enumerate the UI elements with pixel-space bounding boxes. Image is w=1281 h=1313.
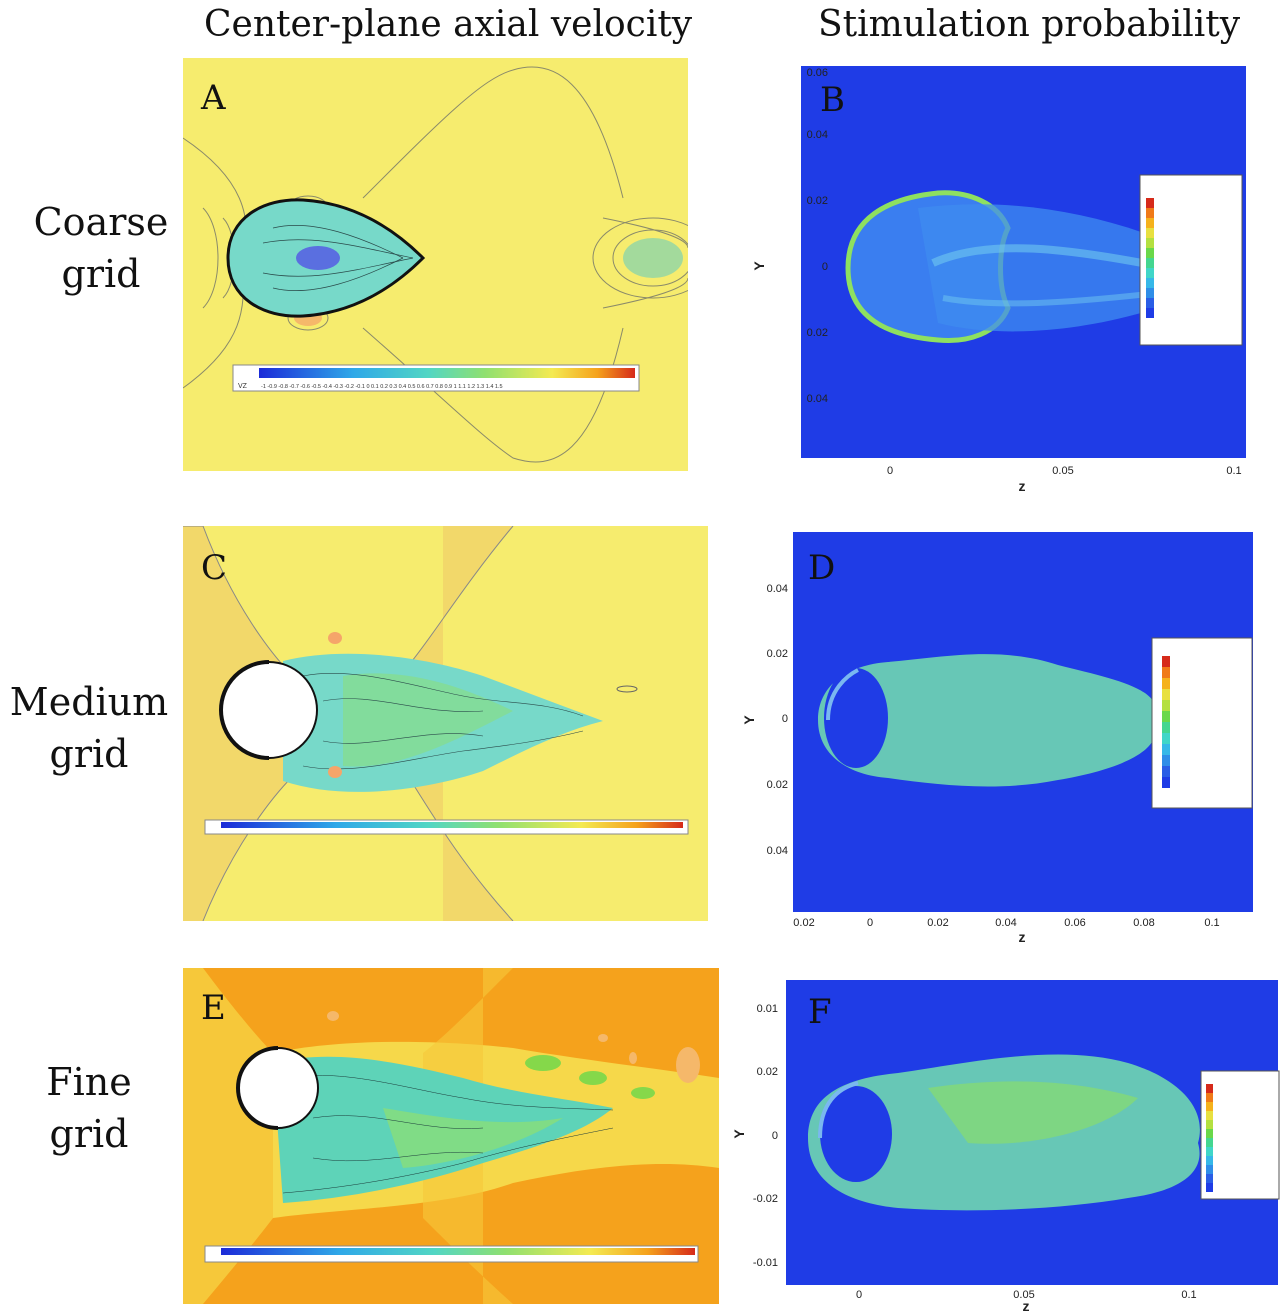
d-xtick-3: 0.04	[995, 917, 1016, 929]
d-ytick-3: 0.02	[767, 779, 788, 791]
d-ytick-1: 0.02	[767, 648, 788, 660]
row-label-coarse-line2: grid	[61, 252, 141, 296]
panel-e-velocity-fine: E	[183, 968, 719, 1304]
f-ytick-3: -0.02	[753, 1193, 778, 1205]
d-ytick-0: 0.04	[767, 583, 788, 595]
f-ytick-2: 0	[772, 1130, 778, 1142]
f-xtick-1: 0.05	[1013, 1289, 1034, 1301]
f-xtick-0: 0	[856, 1289, 862, 1301]
b-ytick-4: 0.02	[807, 327, 828, 339]
d-xtick-5: 0.08	[1133, 917, 1154, 929]
b-ytick-1: 0.04	[807, 129, 828, 141]
f-ytick-1: 0.02	[757, 1066, 778, 1078]
d-ylabel: Y	[741, 715, 757, 725]
panel-letter-d: D	[808, 548, 836, 588]
b-ytick-3: 0	[822, 261, 828, 273]
b-ytick-5: 0.04	[807, 393, 828, 405]
row-label-coarse-line1: Coarse	[33, 200, 169, 244]
row-label-medium-line2: grid	[49, 732, 129, 776]
panel-letter-e: E	[201, 988, 226, 1028]
b-ytick-2: 0.02	[807, 195, 828, 207]
d-xlabel: z	[1019, 929, 1026, 945]
row-label-fine: Fine grid	[4, 1056, 174, 1160]
velocity-column-title: Center-plane axial velocity	[204, 4, 693, 45]
b-xtick-0: 0	[887, 465, 893, 477]
row-label-medium-line1: Medium	[9, 680, 169, 724]
probability-column-title: Stimulation probability	[818, 4, 1241, 45]
d-xtick-4: 0.06	[1064, 917, 1085, 929]
colorbar-ticks: -1 -0.9 -0.8 -0.7 -0.6 -0.5 -0.4 -0.3 -0…	[261, 384, 503, 390]
panel-d-probability-medium: 0.04 0.02 0 0.02 0.04 0.02 0 0.02 0.04 0…	[738, 530, 1258, 950]
panel-letter-f: F	[808, 992, 832, 1032]
panel-letter-a: A	[201, 78, 226, 118]
f-ylabel: Y	[731, 1129, 747, 1139]
panel-letter-c: C	[201, 548, 228, 588]
f-ytick-4: -0.01	[753, 1257, 778, 1269]
b-ytick-0: 0.06	[807, 67, 828, 79]
row-label-fine-line2: grid	[49, 1112, 129, 1156]
f-ytick-0: 0.01	[757, 1003, 778, 1015]
d-xtick-2: 0.02	[927, 917, 948, 929]
b-xlabel: z	[1019, 478, 1026, 494]
f-xlabel: z	[1023, 1298, 1030, 1313]
d-xtick-0: 0.02	[793, 917, 814, 929]
d-xtick-1: 0	[867, 917, 873, 929]
panel-f-probability-fine: 0.01 0.02 0 -0.02 -0.01 0 0.05 0.1 z Y F	[728, 978, 1281, 1313]
f-xtick-2: 0.1	[1181, 1289, 1196, 1301]
colorbar-label: VZ	[238, 383, 248, 390]
row-label-coarse: Coarse grid	[16, 196, 186, 300]
panel-letter-b: B	[820, 80, 845, 120]
b-xtick-2: 0.1	[1226, 465, 1241, 477]
d-xtick-6: 0.1	[1204, 917, 1219, 929]
b-xtick-1: 0.05	[1052, 465, 1073, 477]
d-ytick-2: 0	[782, 713, 788, 725]
row-label-medium: Medium grid	[4, 676, 174, 780]
d-ytick-4: 0.04	[767, 845, 788, 857]
panel-a-velocity-coarse: VZ -1 -0.9 -0.8 -0.7 -0.6 -0.5 -0.4 -0.3…	[183, 58, 688, 471]
panel-b-probability-coarse: 0.06 0.04 0.02 0 0.02 0.04 0 0.05 0.1 z …	[738, 58, 1258, 498]
b-ylabel: Y	[751, 261, 767, 271]
row-label-fine-line1: Fine	[46, 1060, 132, 1104]
panel-c-velocity-medium: C	[183, 526, 708, 921]
